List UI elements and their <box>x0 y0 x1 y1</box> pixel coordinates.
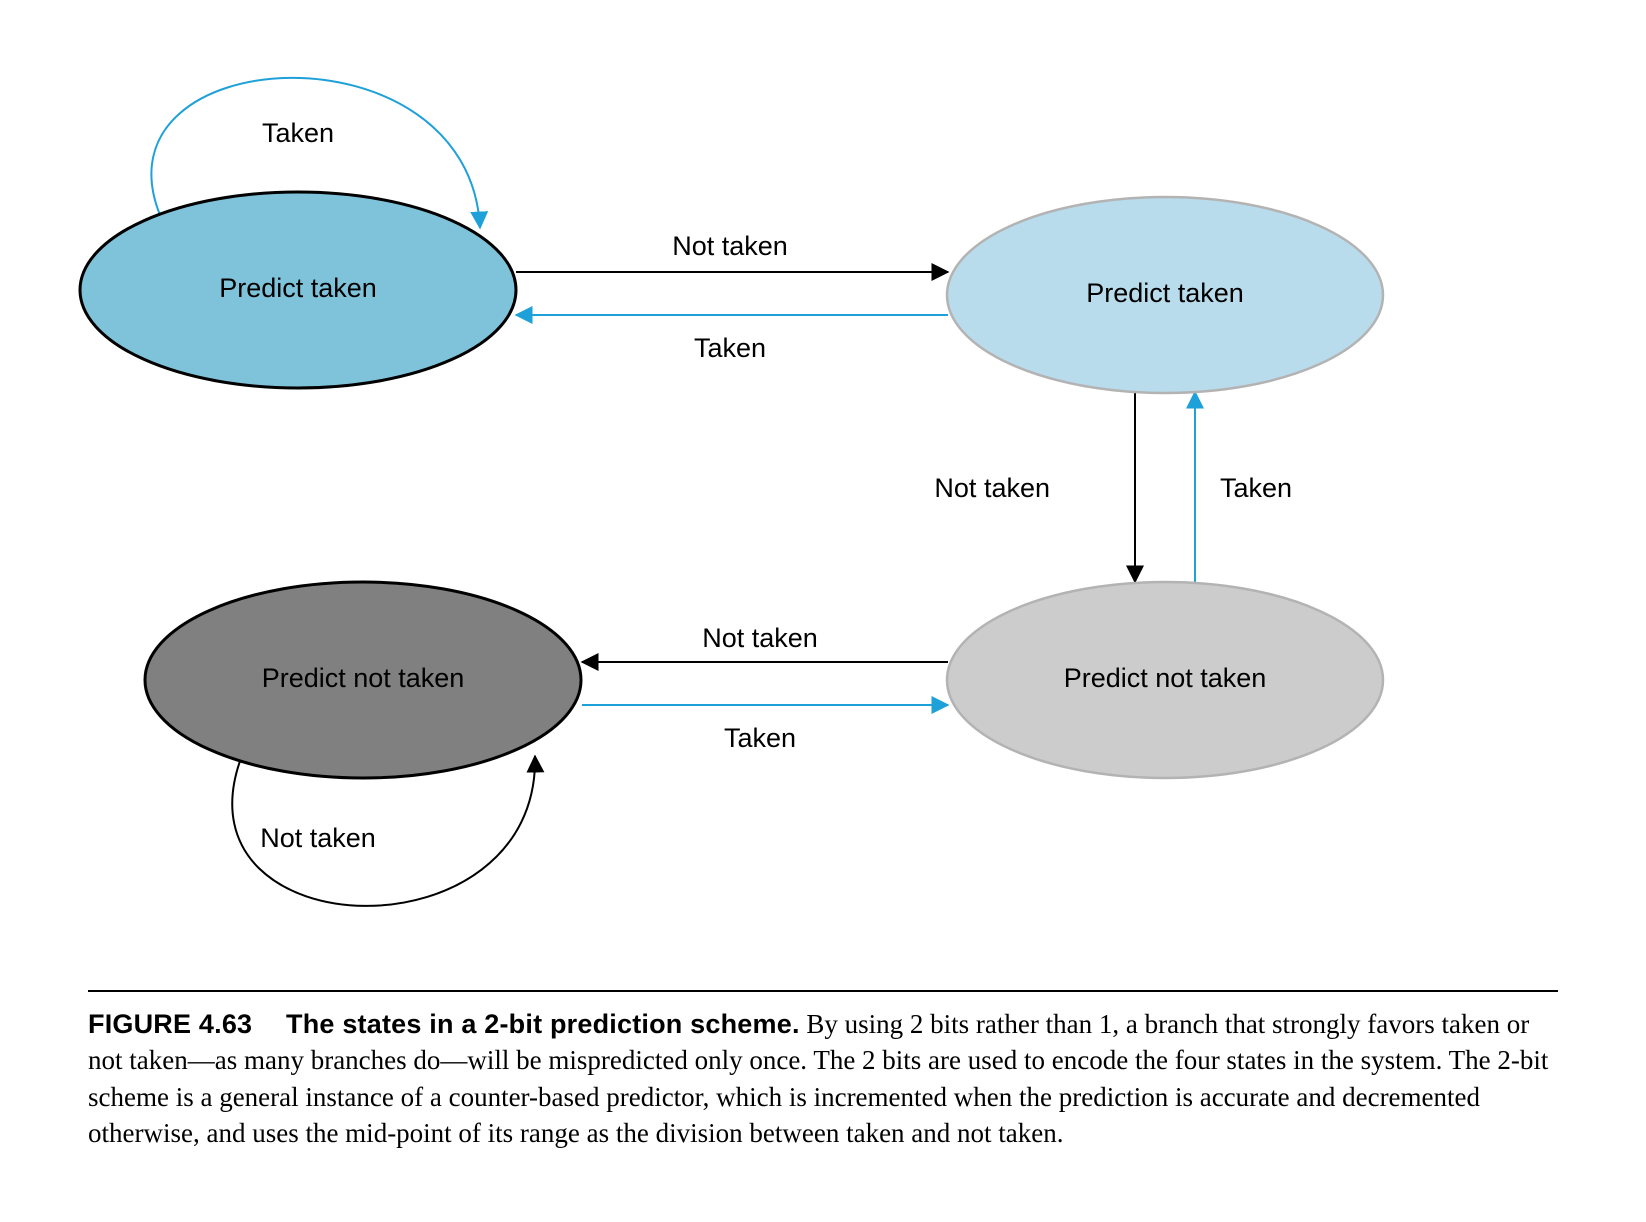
figure-page: Predict taken Predict taken Predict not ta… <box>0 0 1646 1222</box>
edge-label-snt_to_wnt_taken: Taken <box>724 723 796 753</box>
edge-label-wnt_to_wt_taken: Taken <box>1220 473 1292 503</box>
state-label-strong_not_taken: Predict not taken <box>262 663 465 693</box>
state-diagram: Predict taken Predict taken Predict not ta… <box>0 0 1646 990</box>
edge-label-st_to_wt_nottaken: Not taken <box>672 231 788 261</box>
caption-rule <box>88 990 1558 992</box>
edge-label-wnt_to_snt_nottaken: Not taken <box>702 623 818 653</box>
state-weak_taken: Predict taken <box>947 197 1383 393</box>
edge-label-snt_self_nottaken: Not taken <box>260 823 376 853</box>
state-weak_not_taken: Predict not taken <box>947 582 1383 778</box>
edge-label-wt_to_wnt_nottaken: Not taken <box>934 473 1050 503</box>
state-label-weak_not_taken: Predict not taken <box>1064 663 1267 693</box>
figure-number: FIGURE 4.63 <box>88 1009 252 1039</box>
figure-caption: FIGURE 4.63 The states in a 2-bit predic… <box>88 1006 1558 1152</box>
state-strong_not_taken: Predict not taken <box>145 582 581 778</box>
state-strong_taken: Predict taken <box>80 192 516 388</box>
state-label-strong_taken: Predict taken <box>219 273 377 303</box>
state-label-weak_taken: Predict taken <box>1086 278 1244 308</box>
edge-label-wt_to_st_taken: Taken <box>694 333 766 363</box>
edge-label-st_self_taken: Taken <box>262 118 334 148</box>
figure-title: The states in a 2-bit prediction scheme. <box>286 1009 800 1039</box>
